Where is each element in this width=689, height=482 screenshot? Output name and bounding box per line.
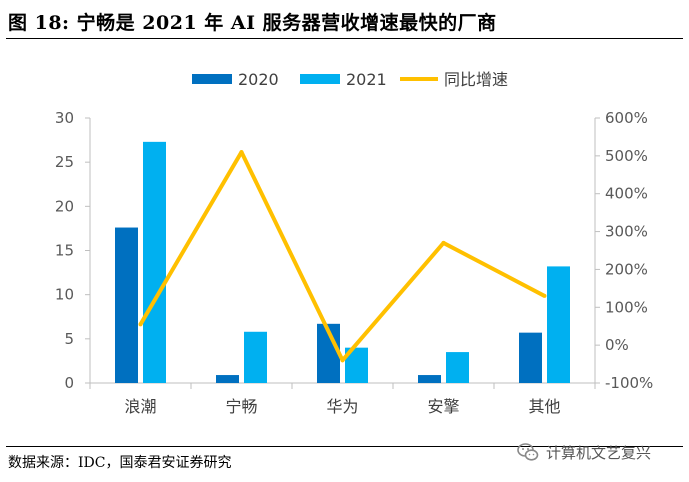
bar-2021 <box>547 266 570 383</box>
y-tick-label: 15 <box>55 242 74 260</box>
bar-2021 <box>244 331 267 383</box>
growth-series-line <box>138 150 546 363</box>
y2-tick-label: 0% <box>605 336 629 354</box>
y2-tick-label: 600% <box>605 109 648 127</box>
x-tick-label: 安擎 <box>427 397 459 416</box>
y-tick-label: 20 <box>55 197 74 215</box>
growth-point <box>340 358 345 363</box>
bar-2021 <box>143 141 166 383</box>
bar-2020 <box>216 375 239 383</box>
axis-labels: 0 5 10 15 20 25 30 -100% 0% 100% 200% 300% 400% 500% 6… <box>55 109 653 416</box>
y-tick-label: 5 <box>64 330 74 348</box>
y2-tick-label: -100% <box>605 374 653 392</box>
legend-swatch <box>300 74 340 84</box>
legend-label: 同比增速 <box>444 70 508 89</box>
y2-tick-label: 400% <box>605 185 648 203</box>
growth-line <box>138 150 547 363</box>
source-note: 数据来源：IDC，国泰君安证券研究 <box>8 455 232 471</box>
legend-label: 2020 <box>238 70 279 89</box>
x-tick-label: 宁畅 <box>225 397 257 416</box>
legend: 2020 2021 同比增速 <box>192 70 508 89</box>
y-tick-label: 25 <box>55 153 74 171</box>
y-tick-label: 0 <box>64 374 74 392</box>
figure-title: 图 18: 宁畅是 2021 年 AI 服务器营收增速最快的厂商 <box>8 12 497 34</box>
y2-tick-label: 500% <box>605 147 648 165</box>
x-tick-label: 华为 <box>326 397 358 416</box>
axes <box>85 117 600 389</box>
y-tick-label: 30 <box>55 109 74 127</box>
y2-tick-label: 100% <box>605 298 648 316</box>
growth-point <box>239 150 244 155</box>
watermark-text: 计算机文艺复兴 <box>546 443 652 462</box>
bar-2020 <box>115 227 138 383</box>
bar-2020 <box>418 375 441 383</box>
growth-point <box>441 240 446 245</box>
source-rule <box>6 446 683 447</box>
legend-label: 2021 <box>346 70 387 89</box>
chart: 2020 2021 同比增速 0 5 10 15 20 25 30 -100% 0% 100% 200%… <box>55 70 653 416</box>
bar-2021 <box>446 352 469 383</box>
bars <box>115 141 570 383</box>
growth-point <box>542 293 547 298</box>
growth-point <box>138 322 143 327</box>
title-rule <box>6 38 683 39</box>
bar-2020 <box>519 332 542 383</box>
y-tick-label: 10 <box>55 286 74 304</box>
y2-tick-label: 200% <box>605 260 648 278</box>
legend-swatch <box>192 74 232 84</box>
y2-tick-label: 300% <box>605 223 648 241</box>
x-tick-label: 其他 <box>528 397 560 416</box>
bar-2021 <box>345 347 368 383</box>
wechat-icon <box>517 443 539 461</box>
watermark: 计算机文艺复兴 <box>516 440 651 464</box>
x-tick-label: 浪潮 <box>124 397 156 416</box>
bar-2020 <box>317 323 340 383</box>
